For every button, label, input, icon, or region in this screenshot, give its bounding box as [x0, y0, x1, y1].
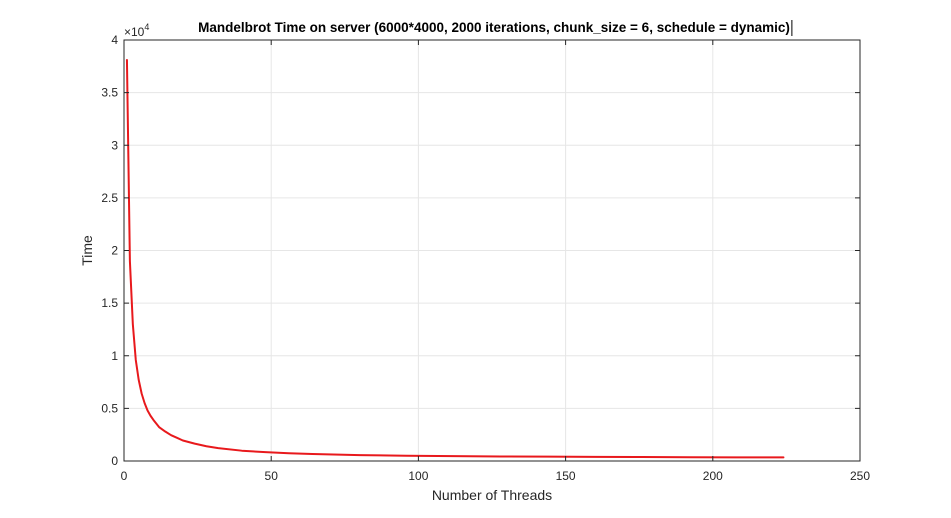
- y-axis-label: Time: [79, 235, 95, 266]
- series-line: [125, 59, 785, 459]
- tick-labels: 0 50 100 150 200 250 0 0.5 1 1.5 2 2.5 3 3.5 4: [101, 33, 870, 483]
- chart-title: Mandelbrot Time on server (6000*4000, 20…: [198, 20, 790, 35]
- y-tick-label: 1.5: [101, 296, 118, 310]
- ticks: [123, 39, 861, 462]
- y-axis-exponent-base: ×10: [124, 25, 145, 39]
- x-tick-label: 200: [703, 469, 723, 483]
- x-tick-label: 100: [408, 469, 428, 483]
- y-tick-label: 3.5: [101, 86, 118, 100]
- x-tick-label: 0: [121, 469, 128, 483]
- y-axis-exponent-label: ×104: [124, 22, 149, 39]
- y-axis-exponent-power: 4: [144, 22, 149, 32]
- y-tick-label: 4: [111, 33, 118, 47]
- x-tick-label: 150: [556, 469, 576, 483]
- x-tick-label: 50: [265, 469, 279, 483]
- y-tick-label: 2.5: [101, 191, 118, 205]
- y-tick-label: 3: [111, 138, 118, 152]
- x-tick-label: 250: [850, 469, 870, 483]
- grid: [124, 40, 860, 461]
- y-tick-label: 2: [111, 244, 118, 258]
- y-tick-label: 0: [111, 454, 118, 468]
- y-tick-label: 1: [111, 349, 118, 363]
- y-tick-label: 0.5: [101, 401, 118, 415]
- x-axis-label: Number of Threads: [432, 487, 552, 503]
- series-layer: [125, 59, 785, 459]
